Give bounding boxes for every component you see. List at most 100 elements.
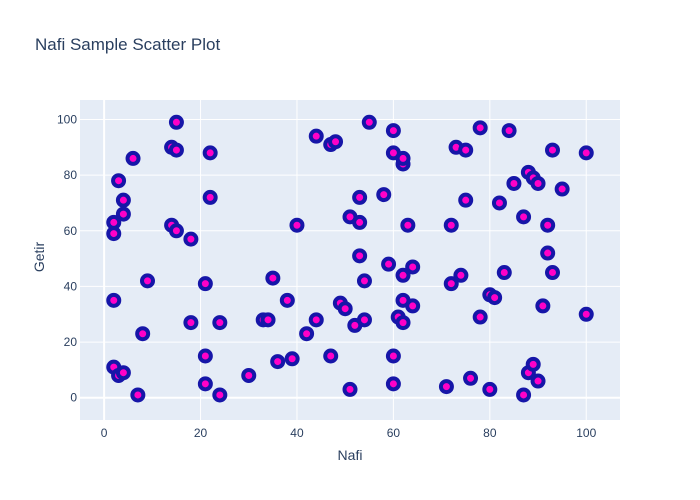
y-tick-label: 60 [64, 224, 78, 238]
data-point[interactable] [197, 376, 213, 392]
data-point[interactable] [487, 290, 503, 306]
y-tick-label: 0 [70, 391, 77, 405]
data-point[interactable] [472, 120, 488, 136]
x-axis-title: Nafi [338, 447, 363, 463]
data-point[interactable] [443, 276, 459, 292]
data-point[interactable] [342, 381, 358, 397]
data-point[interactable] [183, 315, 199, 331]
data-point[interactable] [578, 306, 594, 322]
data-point[interactable] [289, 217, 305, 233]
data-point[interactable] [443, 217, 459, 233]
data-point[interactable] [212, 315, 228, 331]
data-point[interactable] [352, 214, 368, 230]
chart-title: Nafi Sample Scatter Plot [35, 35, 220, 54]
data-point[interactable] [270, 354, 286, 370]
data-point[interactable] [106, 292, 122, 308]
data-point[interactable] [279, 292, 295, 308]
data-point[interactable] [438, 379, 454, 395]
x-tick-label: 60 [387, 426, 401, 440]
tick-labels: 0 20 40 60 80 100 0 20 40 60 80 100 [57, 112, 597, 440]
data-point[interactable] [308, 128, 324, 144]
data-point[interactable] [554, 181, 570, 197]
x-tick-label: 100 [576, 426, 596, 440]
y-tick-label: 100 [57, 112, 77, 126]
data-point[interactable] [197, 348, 213, 364]
data-point[interactable] [376, 187, 392, 203]
data-point[interactable] [352, 189, 368, 205]
plot-area [80, 100, 620, 420]
data-point[interactable] [299, 326, 315, 342]
data-point[interactable] [578, 145, 594, 161]
y-tick-label: 20 [64, 335, 78, 349]
data-point[interactable] [168, 223, 184, 239]
data-point[interactable] [168, 114, 184, 130]
data-point[interactable] [516, 387, 532, 403]
data-point[interactable] [356, 273, 372, 289]
data-point[interactable] [202, 189, 218, 205]
data-point[interactable] [125, 150, 141, 166]
data-point[interactable] [135, 326, 151, 342]
data-point[interactable] [453, 267, 469, 283]
data-point[interactable] [106, 214, 122, 230]
data-point[interactable] [337, 301, 353, 317]
data-point[interactable] [458, 142, 474, 158]
data-point[interactable] [463, 370, 479, 386]
y-tick-label: 80 [64, 168, 78, 182]
data-point[interactable] [405, 259, 421, 275]
data-point[interactable] [385, 348, 401, 364]
data-point[interactable] [506, 175, 522, 191]
data-point[interactable] [115, 192, 131, 208]
data-point[interactable] [530, 175, 546, 191]
data-point[interactable] [491, 195, 507, 211]
x-tick-label: 40 [290, 426, 304, 440]
data-point[interactable] [260, 312, 276, 328]
data-point[interactable] [540, 245, 556, 261]
data-point[interactable] [516, 209, 532, 225]
x-tick-label: 0 [101, 426, 108, 440]
y-axis-title: Getir [31, 241, 47, 272]
data-point[interactable] [115, 206, 131, 222]
data-point[interactable] [525, 356, 541, 372]
data-point[interactable] [535, 298, 551, 314]
data-point[interactable] [328, 134, 344, 150]
data-point[interactable] [405, 298, 421, 314]
data-point[interactable] [352, 248, 368, 264]
data-point[interactable] [168, 142, 184, 158]
data-points [106, 114, 594, 403]
data-point[interactable] [385, 376, 401, 392]
data-point[interactable] [545, 142, 560, 158]
data-point[interactable] [356, 312, 372, 328]
data-point[interactable] [202, 145, 218, 161]
data-point[interactable] [395, 267, 411, 283]
data-point[interactable] [241, 367, 257, 383]
data-point[interactable] [284, 351, 300, 367]
data-point[interactable] [111, 173, 127, 189]
data-point[interactable] [395, 315, 411, 331]
data-point[interactable] [458, 192, 474, 208]
data-point[interactable] [400, 217, 416, 233]
data-point[interactable] [361, 114, 377, 130]
data-point[interactable] [183, 231, 199, 247]
data-point[interactable] [130, 387, 146, 403]
data-point[interactable] [308, 312, 324, 328]
data-point[interactable] [395, 150, 411, 166]
data-point[interactable] [501, 123, 517, 139]
data-point[interactable] [545, 265, 560, 281]
data-point[interactable] [530, 373, 546, 389]
data-point[interactable] [496, 265, 512, 281]
data-point[interactable] [482, 381, 498, 397]
y-tick-label: 40 [64, 279, 78, 293]
x-tick-label: 20 [194, 426, 208, 440]
data-point[interactable] [212, 387, 228, 403]
data-point[interactable] [323, 348, 339, 364]
data-point[interactable] [197, 276, 213, 292]
data-point[interactable] [265, 270, 281, 286]
data-point[interactable] [381, 256, 397, 272]
data-point[interactable] [385, 123, 401, 139]
data-point[interactable] [540, 217, 556, 233]
x-tick-label: 80 [483, 426, 497, 440]
data-point[interactable] [472, 309, 488, 325]
data-point[interactable] [115, 365, 131, 381]
data-point[interactable] [140, 273, 155, 289]
